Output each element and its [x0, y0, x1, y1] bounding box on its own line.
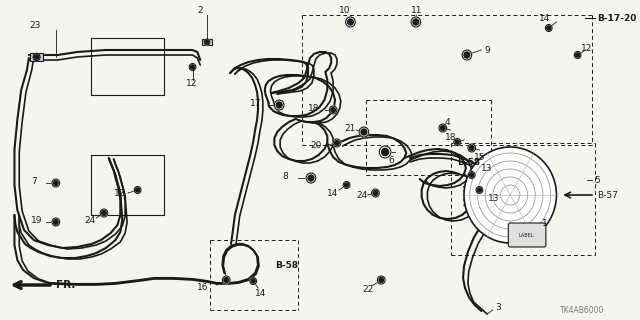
- Circle shape: [379, 277, 383, 282]
- Text: 14: 14: [255, 289, 266, 298]
- Text: 11: 11: [411, 5, 422, 14]
- Circle shape: [250, 277, 257, 284]
- Circle shape: [205, 40, 209, 44]
- Text: 14: 14: [539, 13, 550, 22]
- Circle shape: [464, 147, 556, 243]
- Circle shape: [547, 26, 551, 30]
- Circle shape: [102, 211, 106, 215]
- Circle shape: [331, 108, 335, 112]
- Circle shape: [33, 53, 40, 60]
- Circle shape: [335, 140, 339, 145]
- Circle shape: [343, 181, 350, 188]
- Circle shape: [464, 52, 470, 58]
- Bar: [30, 53, 44, 61]
- Circle shape: [359, 127, 369, 137]
- Circle shape: [136, 188, 140, 192]
- Circle shape: [333, 139, 340, 147]
- Circle shape: [378, 276, 385, 284]
- Circle shape: [100, 209, 108, 217]
- Circle shape: [413, 19, 419, 25]
- Circle shape: [468, 172, 475, 179]
- Circle shape: [411, 17, 420, 27]
- Circle shape: [134, 187, 141, 194]
- Circle shape: [462, 50, 472, 60]
- Circle shape: [52, 179, 60, 187]
- Text: 10: 10: [339, 5, 350, 14]
- Circle shape: [344, 183, 349, 187]
- Circle shape: [224, 277, 228, 282]
- Text: 14: 14: [327, 188, 339, 197]
- Text: 23: 23: [29, 20, 40, 29]
- Text: 24: 24: [84, 215, 96, 225]
- Text: LABEL: LABEL: [519, 233, 534, 237]
- Text: 15: 15: [474, 153, 485, 162]
- Circle shape: [477, 188, 481, 192]
- Text: 21: 21: [345, 124, 356, 132]
- Circle shape: [381, 148, 388, 156]
- Circle shape: [191, 65, 195, 69]
- Text: TK4AB6000: TK4AB6000: [560, 306, 605, 315]
- Text: 20: 20: [310, 140, 321, 149]
- Circle shape: [372, 189, 380, 197]
- FancyBboxPatch shape: [508, 223, 546, 247]
- Circle shape: [468, 144, 476, 152]
- Text: 8: 8: [282, 172, 288, 180]
- Text: 9: 9: [484, 45, 490, 54]
- Text: 12: 12: [186, 78, 197, 87]
- Text: B-58: B-58: [458, 157, 481, 166]
- Circle shape: [35, 55, 38, 59]
- Circle shape: [575, 53, 580, 57]
- Circle shape: [470, 173, 474, 177]
- Text: 1: 1: [542, 219, 548, 228]
- Circle shape: [346, 17, 355, 27]
- Text: 16: 16: [197, 284, 209, 292]
- Text: 6: 6: [388, 156, 394, 164]
- Circle shape: [54, 180, 58, 185]
- Text: FR.: FR.: [56, 280, 76, 290]
- Text: B-57: B-57: [597, 190, 618, 199]
- Text: B-58: B-58: [275, 260, 298, 269]
- Circle shape: [308, 175, 314, 181]
- Circle shape: [574, 52, 581, 59]
- Circle shape: [276, 102, 282, 108]
- Text: 4: 4: [445, 117, 451, 126]
- Text: 2: 2: [197, 5, 203, 14]
- Circle shape: [306, 173, 316, 183]
- Text: 13: 13: [488, 194, 500, 203]
- Circle shape: [469, 146, 474, 150]
- Text: 19: 19: [31, 215, 42, 225]
- Text: 24: 24: [356, 190, 367, 199]
- Circle shape: [476, 187, 483, 194]
- Text: B-17-20: B-17-20: [597, 13, 636, 22]
- Circle shape: [189, 63, 196, 70]
- Circle shape: [439, 124, 447, 132]
- Circle shape: [440, 126, 445, 131]
- Circle shape: [545, 25, 552, 31]
- Text: 12: 12: [113, 188, 125, 197]
- Text: 17: 17: [250, 99, 262, 108]
- Bar: [202, 39, 212, 45]
- Text: 7: 7: [31, 177, 36, 186]
- Text: 18: 18: [308, 103, 319, 113]
- Circle shape: [251, 279, 255, 283]
- Circle shape: [373, 191, 378, 196]
- Text: 3: 3: [495, 303, 500, 313]
- Circle shape: [275, 100, 284, 110]
- Text: 12: 12: [580, 44, 592, 52]
- Text: 22: 22: [362, 285, 373, 294]
- Circle shape: [329, 106, 337, 114]
- Circle shape: [380, 146, 391, 158]
- Circle shape: [348, 19, 353, 25]
- Circle shape: [204, 39, 210, 45]
- Circle shape: [454, 139, 461, 146]
- Circle shape: [361, 129, 367, 135]
- Circle shape: [455, 140, 460, 144]
- Text: 18: 18: [445, 132, 456, 141]
- Text: 5: 5: [594, 175, 600, 185]
- Circle shape: [52, 218, 60, 226]
- Circle shape: [222, 276, 230, 284]
- Circle shape: [54, 220, 58, 224]
- Text: 13: 13: [481, 164, 493, 172]
